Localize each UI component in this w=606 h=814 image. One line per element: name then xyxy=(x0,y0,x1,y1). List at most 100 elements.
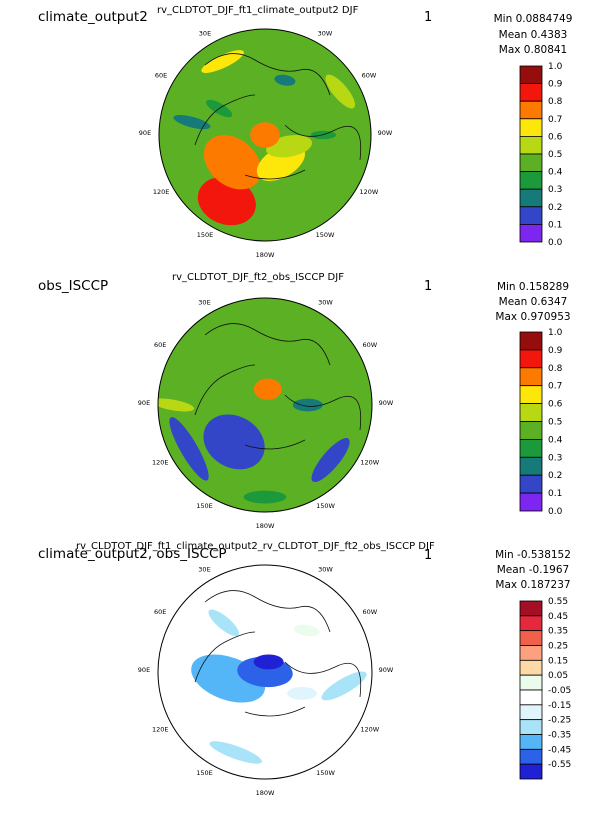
colorbar-label: 0.4 xyxy=(548,168,563,178)
panel-subtitle: rv_CLDTOT_DJF_ft1_climate_output2_rv_CLD… xyxy=(76,541,435,552)
longitude-label: 90W xyxy=(379,399,394,407)
colorbar-label: -0.35 xyxy=(548,731,571,741)
coastline xyxy=(194,53,362,180)
panel-title: climate_output2 xyxy=(38,9,148,25)
contour-region xyxy=(279,337,317,358)
panel-difference: climate_output2, obs_ISCCP rv_CLDTOT_DJF… xyxy=(38,541,571,797)
colorbar-label: 0.7 xyxy=(548,115,562,125)
polar-map xyxy=(157,564,373,780)
colorbar-label: 1.0 xyxy=(548,62,563,72)
colorbar-swatch xyxy=(519,492,543,512)
longitude-label: 150E xyxy=(197,231,214,239)
colorbar-swatch xyxy=(519,438,543,458)
colorbar-swatch xyxy=(519,645,543,661)
contour-region xyxy=(293,624,320,637)
colorbar-label: 0.7 xyxy=(548,382,562,392)
colorbar: 0.55 0.45 0.35 0.25 0.15 0.05 -0.05 -0.15 -0.25 -… xyxy=(519,597,571,780)
panel-climate-output2: climate_output2 rv_CLDTOT_DJF_ft1_climat… xyxy=(38,5,572,259)
longitude-label: 120E xyxy=(152,726,169,734)
contour-region xyxy=(201,50,244,73)
longitude-label: 90W xyxy=(378,129,393,137)
colorbar-label: 0.2 xyxy=(548,471,562,481)
longitude-label: 120E xyxy=(152,459,169,467)
longitude-label: 120W xyxy=(360,188,379,196)
colorbar-label: -0.45 xyxy=(548,745,571,755)
colorbar-label: 0.4 xyxy=(548,435,563,445)
contour-region xyxy=(325,74,356,109)
colorbar-swatch xyxy=(519,456,543,476)
longitude-label: 60W xyxy=(362,608,377,616)
colorbar-label: 0.1 xyxy=(548,220,562,230)
contour-region xyxy=(311,438,350,483)
contour-region xyxy=(169,417,209,481)
longitude-labels: 30E 30W 60E 60W 90E 90W 120E 120W 150E 150W 180W xyxy=(138,299,394,530)
colorbar-swatch xyxy=(519,65,543,85)
colorbar-swatch xyxy=(519,630,543,646)
coastline xyxy=(194,323,362,450)
longitude-label: 30W xyxy=(318,29,333,37)
stat-mean: Mean 0.4383 xyxy=(499,29,568,41)
colorbar-swatch xyxy=(519,385,543,405)
contour-region xyxy=(253,378,282,400)
colorbar-label: 0.5 xyxy=(548,418,562,428)
colorbar-label: 0.9 xyxy=(548,346,563,356)
colorbar-swatch xyxy=(519,689,543,706)
stat-mean: Mean -0.1967 xyxy=(497,564,569,576)
contour-region xyxy=(253,654,284,670)
longitude-label: 90W xyxy=(379,666,394,674)
colorbar-swatch xyxy=(519,734,543,750)
colorbar-swatch xyxy=(519,135,543,155)
colorbar-swatch xyxy=(519,349,543,369)
longitude-label: 120W xyxy=(360,459,379,467)
stat-min: Min 0.158289 xyxy=(497,281,569,293)
panel-title: obs_ISCCP xyxy=(38,278,108,294)
longitude-label: 120E xyxy=(153,188,170,196)
colorbar-swatch xyxy=(519,474,543,494)
colorbar-swatch xyxy=(519,763,543,780)
panel-number: 1 xyxy=(424,279,432,294)
contour-region xyxy=(292,398,323,412)
colorbar-swatch xyxy=(519,118,543,137)
colorbar-swatch xyxy=(519,206,543,225)
polar-map xyxy=(158,28,372,242)
longitude-labels: 30E 30W 60E 60W 90E 90W 120E 120W 150E 150W 180W xyxy=(139,29,393,259)
contour-region xyxy=(274,74,296,86)
colorbar-swatch xyxy=(519,704,543,721)
colorbar-label: 0.0 xyxy=(548,507,563,517)
longitude-label: 90E xyxy=(138,399,150,407)
colorbar-label: 0.0 xyxy=(548,238,563,248)
longitude-label: 150W xyxy=(316,502,335,510)
colorbar-swatch xyxy=(519,719,543,735)
colorbar-label: 0.35 xyxy=(548,627,568,637)
panel-subtitle: rv_CLDTOT_DJF_ft2_obs_ISCCP DJF xyxy=(172,272,344,283)
longitude-label: 60E xyxy=(155,72,167,80)
colorbar-label: 0.6 xyxy=(548,132,563,142)
panel-number: 1 xyxy=(424,10,432,25)
contour-region xyxy=(287,686,318,700)
longitude-label: 150W xyxy=(316,231,335,239)
colorbar-swatch xyxy=(519,153,543,173)
stat-min: Min -0.538152 xyxy=(495,549,571,561)
contour-region xyxy=(321,671,367,701)
colorbar-label: 0.5 xyxy=(548,150,562,160)
colorbar-label: 0.8 xyxy=(548,97,563,107)
colorbar-label: 1.0 xyxy=(548,328,563,338)
longitude-label: 150E xyxy=(196,769,213,777)
panel-title: climate_output2, obs_ISCCP xyxy=(38,546,227,562)
colorbar-swatch xyxy=(519,100,543,120)
contour-region xyxy=(209,741,262,764)
map-outline xyxy=(157,564,373,780)
colorbar-swatch xyxy=(519,188,543,208)
colorbar-swatch xyxy=(519,83,543,102)
stat-min: Min 0.0884749 xyxy=(494,13,573,25)
longitude-label: 30E xyxy=(199,29,211,37)
map-outline xyxy=(157,297,373,513)
colorbar-swatch xyxy=(519,674,543,691)
colorbar: 1.0 0.9 0.8 0.7 0.6 0.5 0.4 0.3 0.2 0.1 0.0 xyxy=(519,62,563,248)
longitude-label: 60W xyxy=(362,341,377,349)
stat-max: Max 0.187237 xyxy=(495,579,570,591)
longitude-label: 180W xyxy=(256,251,275,259)
longitude-label: 90E xyxy=(138,666,150,674)
contour-region xyxy=(243,490,287,504)
longitude-label: 150E xyxy=(196,502,213,510)
